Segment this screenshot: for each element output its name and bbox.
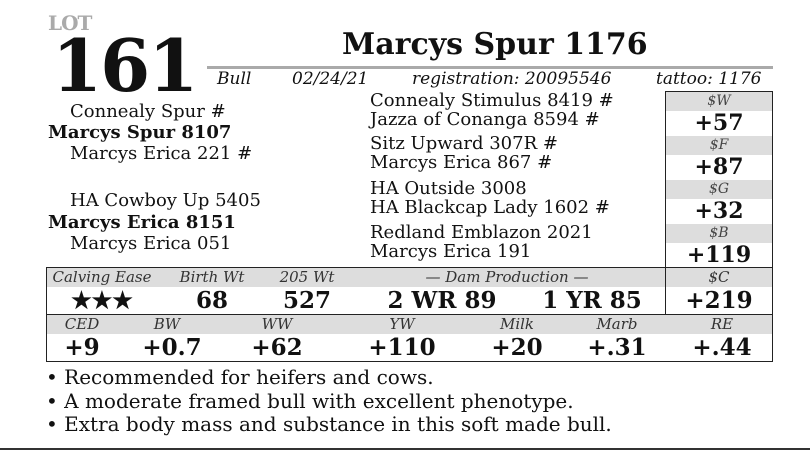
epd-label: YW: [389, 315, 415, 333]
header-calving-ease: Calving Ease: [52, 268, 152, 286]
row-divider: [47, 314, 772, 315]
lot-label: LOT: [48, 11, 92, 35]
header-band: [47, 315, 772, 334]
header-dam-production: — Dam Production —: [425, 268, 589, 286]
epd-label: BW: [153, 315, 181, 333]
pedigree-dam: Marcys Erica 8151: [48, 212, 236, 233]
animal-name: Marcys Spur 1176: [342, 27, 648, 62]
pedigree-g3: Sitz Upward 307R #: [370, 133, 558, 154]
epd-label: CED: [64, 315, 100, 333]
pedigree-sire-dam: Marcys Erica 221 #: [70, 143, 253, 164]
animal-type: Bull: [217, 69, 252, 89]
pedigree-sire: Marcys Spur 8107: [48, 122, 232, 143]
index-value: +57: [694, 110, 744, 136]
performance-epd-table: Calving Ease Birth Wt 205 Wt — Dam Produ…: [46, 267, 773, 362]
note: • A moderate framed bull with excellent …: [46, 389, 574, 413]
index-label: $W: [666, 92, 772, 111]
lot-number: 161: [52, 23, 198, 108]
title-rule: [207, 66, 773, 69]
epd-value: +.44: [692, 334, 752, 361]
epd-label: WW: [261, 315, 293, 333]
index-box: $W +57 $F +87 $G +32 $B +119: [665, 91, 773, 269]
wt205-value: 527: [282, 287, 331, 314]
registration: registration: 20095546: [412, 69, 612, 89]
calving-ease-stars: ★★★: [71, 287, 133, 314]
index-label: $C: [708, 268, 730, 286]
pedigree-g5: HA Outside 3008: [370, 178, 527, 199]
dam-production-2: 1 YR 85: [542, 287, 642, 314]
pedigree-g7: Redland Emblazon 2021: [370, 222, 593, 243]
index-label: $G: [666, 180, 772, 199]
header-birth-wt: Birth Wt: [179, 268, 245, 286]
birth-wt-value: 68: [195, 287, 228, 314]
epd-label: RE: [710, 315, 734, 333]
pedigree-g1: Connealy Stimulus 8419 #: [370, 90, 614, 111]
birth-date: 02/24/21: [292, 69, 369, 89]
epd-value: +20: [491, 334, 543, 361]
bottom-rule: [0, 448, 810, 450]
note: • Recommended for heifers and cows.: [46, 365, 434, 389]
index-value: +87: [694, 154, 744, 180]
epd-value: +0.7: [142, 334, 202, 361]
note: • Extra body mass and substance in this …: [46, 412, 612, 436]
pedigree-dam-sire: HA Cowboy Up 5405: [70, 190, 261, 211]
pedigree-g4: Marcys Erica 867 #: [370, 152, 553, 173]
index-value: +119: [686, 242, 752, 268]
tattoo: tattoo: 1176: [656, 69, 762, 89]
header-205-wt: 205 Wt: [279, 268, 335, 286]
index-value: +32: [694, 198, 744, 224]
epd-value: +62: [251, 334, 303, 361]
dam-production-1: 2 WR 89: [387, 287, 497, 314]
epd-label: Milk: [499, 315, 535, 333]
pedigree-g8: Marcys Erica 191: [370, 241, 532, 262]
pedigree-sire-sire: Connealy Spur #: [70, 101, 226, 122]
epd-value: +.31: [587, 334, 647, 361]
index-label: $B: [666, 224, 772, 243]
epd-label: Marb: [596, 315, 638, 333]
pedigree-dam-dam: Marcys Erica 051: [70, 233, 232, 254]
epd-value: +110: [368, 334, 436, 361]
pedigree-g6: HA Blackcap Lady 1602 #: [370, 197, 610, 218]
index-value: +219: [685, 287, 753, 314]
pedigree-g2: Jazza of Conanga 8594 #: [370, 109, 600, 130]
epd-value: +9: [64, 334, 100, 361]
header-band: [47, 268, 772, 287]
index-label: $F: [666, 136, 772, 155]
column-divider: [665, 268, 666, 314]
